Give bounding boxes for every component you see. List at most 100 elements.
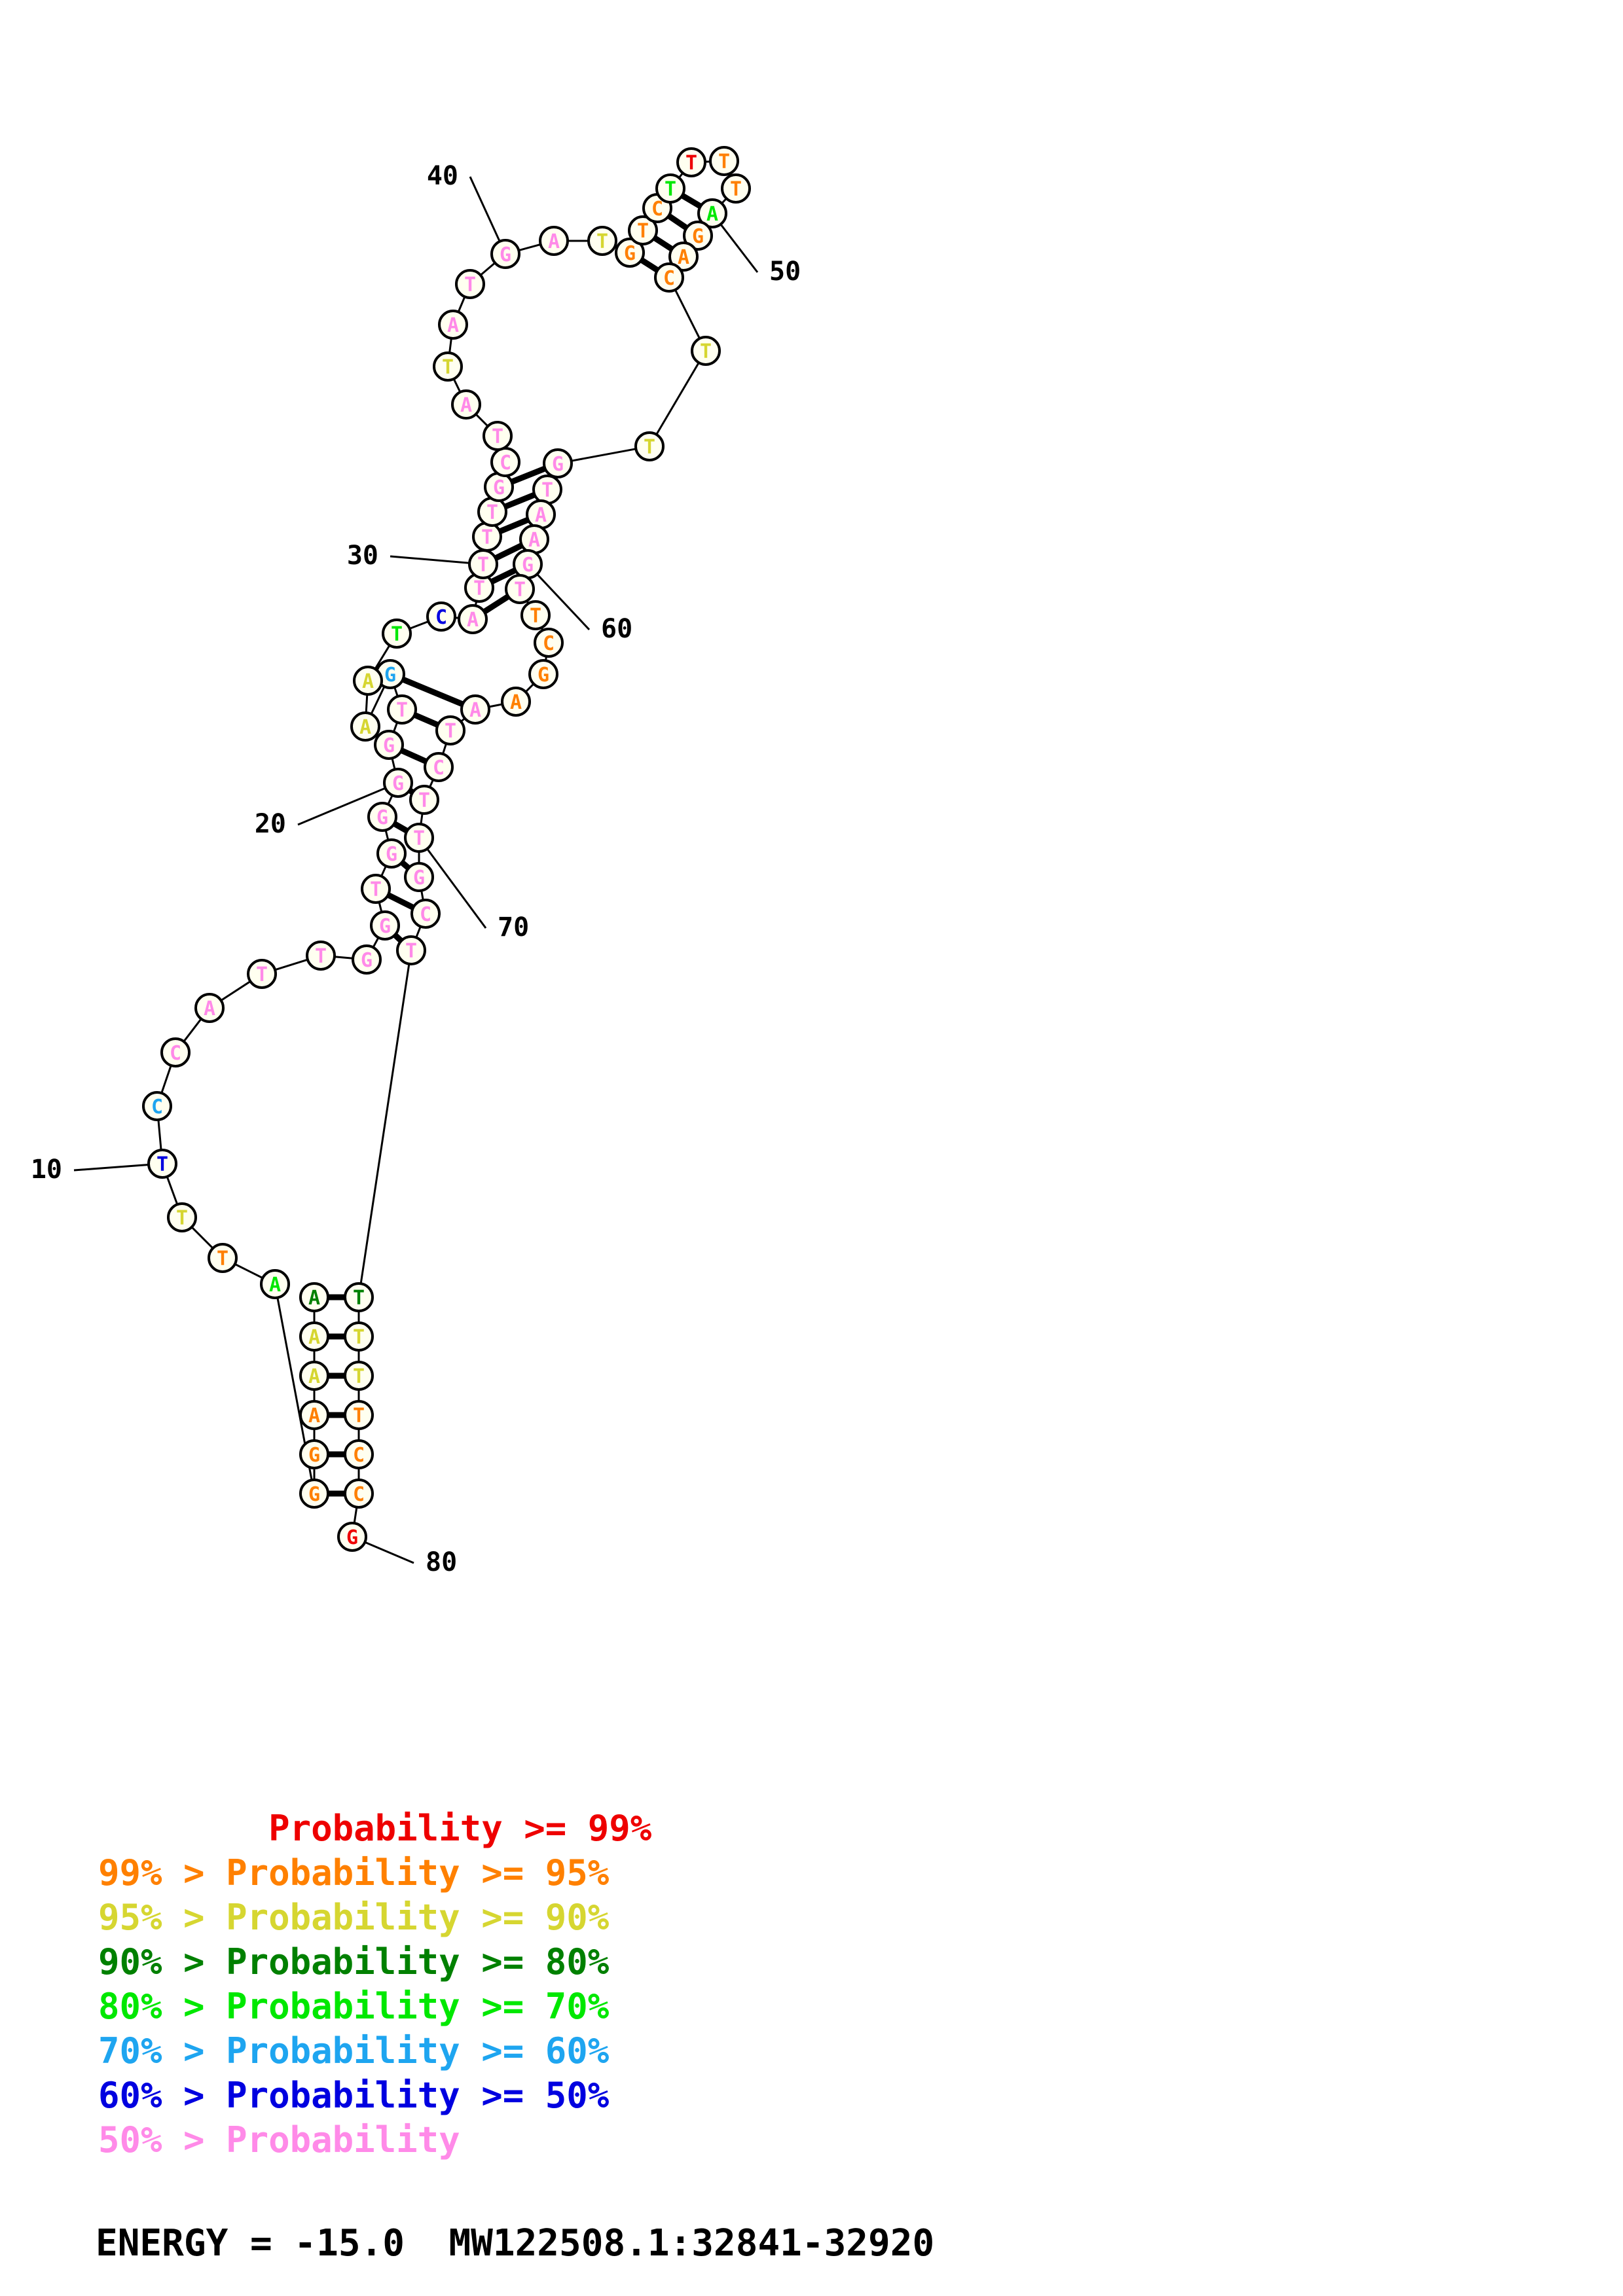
nucleotide-30-T[interactable]: T [464, 573, 494, 603]
nucleotide-63-T[interactable]: T [520, 600, 551, 630]
nucleotide-71-T[interactable]: T [404, 823, 434, 853]
nucleotide-75-T[interactable]: T [344, 1282, 374, 1312]
nucleotide-23-T[interactable]: T [387, 694, 417, 725]
nucleotide-60-A[interactable]: A [519, 524, 549, 554]
nucleotide-8-T[interactable]: T [208, 1243, 238, 1273]
nucleotide-35-C[interactable]: C [490, 447, 520, 477]
nucleotide-2-A[interactable]: A [299, 1321, 329, 1352]
nucleotide-40-T[interactable]: T [455, 269, 485, 299]
nucleotide-circle [587, 226, 617, 256]
nucleotide-32-T[interactable]: T [472, 522, 502, 552]
nucleotide-62-T[interactable]: T [505, 574, 535, 604]
nucleotide-letter: T [473, 577, 485, 600]
position-label-20: 20 [255, 809, 286, 839]
nucleotide-17-G[interactable]: G [370, 910, 400, 941]
nucleotide-3-A[interactable]: A [299, 1361, 329, 1391]
nucleotide-70-T[interactable]: T [409, 785, 439, 815]
nucleotide-77-T[interactable]: T [344, 1361, 374, 1391]
nucleotide-69-C[interactable]: C [424, 752, 454, 782]
nucleotide-20-G[interactable]: G [367, 802, 397, 832]
nucleotide-15-T[interactable]: T [306, 941, 336, 971]
position-label-60: 60 [601, 614, 632, 644]
nucleotide-5-G[interactable]: G [299, 1439, 329, 1469]
nucleotide-78-T[interactable]: T [344, 1400, 374, 1430]
nucleotide-29-A[interactable]: A [458, 604, 488, 634]
nucleotide-7-A[interactable]: A [260, 1269, 290, 1299]
nucleotide-76-T[interactable]: T [344, 1321, 374, 1352]
nucleotide-81-G[interactable]: G [337, 1522, 367, 1552]
nucleotide-circle [410, 899, 441, 929]
nucleotide-11-C[interactable]: C [142, 1091, 172, 1121]
nucleotide-51-A[interactable]: A [697, 198, 727, 228]
nucleotide-48-T[interactable]: T [676, 147, 706, 177]
nucleotide-19-G[interactable]: G [376, 838, 407, 869]
nucleotide-47-T[interactable]: T [655, 173, 685, 204]
nucleotide-34-G[interactable]: G [484, 472, 514, 502]
nucleotide-letter: G [308, 1444, 320, 1467]
nucleotide-42-A[interactable]: A [539, 226, 569, 256]
nucleotide-circle [426, 601, 456, 632]
nucleotide-22-G[interactable]: G [374, 730, 404, 760]
nucleotide-circle [361, 874, 391, 904]
nucleotide-53-A[interactable]: A [668, 242, 699, 272]
nucleotide-50-T[interactable]: T [721, 173, 751, 204]
connector-line [448, 338, 452, 353]
nucleotide-55-T[interactable]: T [691, 336, 721, 366]
nucleotide-41-G[interactable]: G [490, 239, 520, 269]
base-pair-bond [400, 747, 428, 764]
nucleotide-59-A[interactable]: A [526, 499, 556, 529]
connector-line [183, 1018, 202, 1043]
nucleotide-57-G[interactable]: G [543, 448, 573, 478]
nucleotide-18-T[interactable]: T [361, 874, 391, 904]
nucleotide-circle [709, 146, 739, 176]
nucleotide-61-G[interactable]: G [513, 549, 543, 579]
nucleotide-10-T[interactable]: T [147, 1149, 177, 1179]
nucleotide-80-C[interactable]: C [344, 1479, 374, 1509]
nucleotide-67-A[interactable]: A [460, 694, 490, 725]
nucleotide-44-G[interactable]: G [615, 238, 645, 268]
nucleotide-38-T[interactable]: T [433, 351, 463, 382]
nucleotide-66-A[interactable]: A [501, 687, 531, 717]
nucleotide-68-T[interactable]: T [435, 715, 465, 745]
nucleotide-64-C[interactable]: C [534, 628, 564, 658]
nucleotide-45-T[interactable]: T [628, 215, 658, 245]
nucleotide-letter: G [308, 1483, 320, 1506]
nucleotide-72-G[interactable]: G [404, 862, 434, 892]
nucleotide-27-T[interactable]: T [382, 619, 412, 649]
nucleotide-37-A[interactable]: A [451, 389, 481, 420]
nucleotide-33-T[interactable]: T [477, 497, 507, 527]
nucleotide-65-G[interactable]: G [528, 659, 558, 689]
nucleotide-circle [167, 1202, 197, 1232]
nucleotide-9-T[interactable]: T [167, 1202, 197, 1232]
nucleotide-24-G[interactable]: G [375, 659, 405, 689]
nucleotide-1-A[interactable]: A [299, 1282, 329, 1312]
position-leader-layer [73, 176, 759, 1564]
nucleotide-56-T[interactable]: T [634, 431, 665, 461]
nucleotide-49-T[interactable]: T [709, 146, 739, 176]
nucleotide-letter: G [538, 664, 549, 687]
nucleotide-14-T[interactable]: T [247, 959, 277, 989]
nucleotide-52-G[interactable]: G [683, 221, 713, 251]
nucleotide-21-G[interactable]: G [383, 768, 413, 798]
nucleotide-12-C[interactable]: C [160, 1037, 191, 1067]
nucleotide-79-C[interactable]: C [344, 1439, 374, 1469]
nucleotide-16-G[interactable]: G [352, 944, 382, 975]
nucleotide-36-T[interactable]: T [483, 421, 513, 451]
nucleotide-4-A[interactable]: A [299, 1400, 329, 1430]
nucleotide-13-A[interactable]: A [194, 993, 225, 1023]
nucleotide-letter: T [156, 1153, 168, 1176]
nucleotide-28-C[interactable]: C [426, 601, 456, 632]
nucleotide-58-T[interactable]: T [532, 475, 562, 505]
nucleotide-54-C[interactable]: C [654, 262, 684, 293]
nucleotide-26-A[interactable]: A [353, 666, 383, 696]
nucleotide-39-A[interactable]: A [438, 310, 468, 340]
nucleotide-letter: G [624, 242, 636, 265]
nucleotide-74-T[interactable]: T [396, 935, 426, 965]
nucleotide-31-T[interactable]: T [468, 549, 498, 579]
nucleotide-43-T[interactable]: T [587, 226, 617, 256]
nucleotide-circle [676, 147, 706, 177]
nucleotide-letter: T [353, 1287, 365, 1310]
nucleotide-73-C[interactable]: C [410, 899, 441, 929]
nucleotide-25-A[interactable]: A [350, 711, 380, 742]
nucleotide-6-G[interactable]: G [299, 1479, 329, 1509]
